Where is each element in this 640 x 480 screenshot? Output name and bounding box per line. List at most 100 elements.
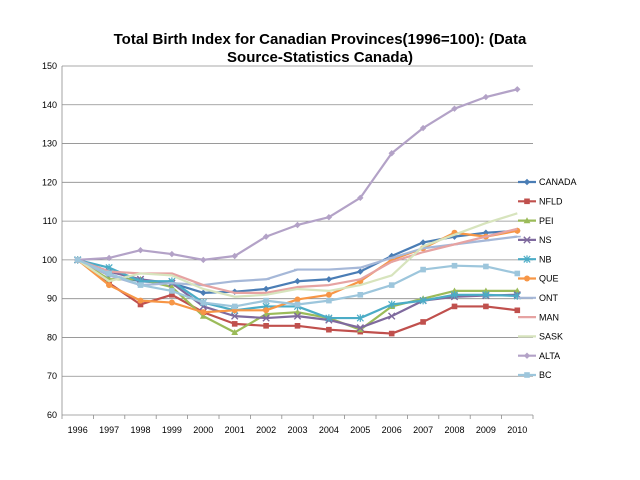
point-que-1998	[137, 297, 144, 304]
point-alta-2000	[200, 256, 207, 264]
point-ns-2005	[356, 324, 364, 332]
point-alta-2009	[482, 93, 490, 101]
point-pei-2001	[231, 329, 239, 336]
point-alta-1997	[105, 254, 113, 262]
legend-marker-alta	[523, 352, 531, 359]
legend-item-alta: ALTA	[518, 351, 560, 361]
x-tick-label: 2008	[444, 425, 464, 435]
point-que-2004	[325, 291, 332, 298]
point-nfld-2008	[451, 303, 458, 310]
point-bc-1997	[106, 270, 112, 277]
point-alta-2005	[357, 194, 364, 202]
point-que-1997	[106, 282, 113, 289]
legend-marker-nfld	[524, 198, 530, 205]
point-alta-2004	[325, 214, 333, 221]
point-nfld-2003	[294, 323, 301, 329]
point-bc-1996	[74, 257, 81, 263]
legend-label-alta: ALTA	[539, 351, 560, 361]
point-canada-2000	[200, 289, 207, 297]
series-bc	[74, 257, 521, 310]
legend-item-nb: NB	[518, 254, 552, 264]
point-canada-2007	[419, 239, 427, 246]
point-nfld-2004	[326, 326, 332, 333]
y-tick-label: 130	[42, 139, 57, 149]
point-nfld-1999	[169, 291, 175, 298]
point-pei-2010	[513, 287, 521, 294]
legend-marker-bc	[524, 372, 530, 378]
point-bc-2010	[514, 270, 521, 277]
legend-marker-ns	[523, 236, 531, 244]
point-que-2003	[294, 296, 301, 303]
point-bc-2000	[200, 299, 207, 306]
point-canada-2008	[451, 233, 458, 240]
point-nfld-2002	[263, 323, 269, 329]
point-alta-2006	[388, 150, 395, 157]
legend-item-canada: CANADA	[518, 177, 577, 187]
y-tick-label: 80	[47, 332, 57, 342]
point-pei-2002	[262, 310, 270, 317]
point-que-2002	[263, 307, 270, 314]
legend-item-ont: ONT	[518, 293, 559, 303]
point-pei-2008	[451, 287, 458, 294]
point-pei-2000	[199, 312, 207, 319]
legend-item-ns: NS	[518, 235, 552, 245]
x-tick-label: 2004	[319, 425, 339, 435]
y-tick-label: 90	[47, 294, 57, 304]
point-pei-2005	[356, 326, 364, 333]
point-bc-2001	[231, 303, 238, 310]
point-bc-2004	[326, 297, 332, 304]
point-nb-2008	[450, 290, 459, 299]
point-bc-2006	[388, 282, 395, 288]
legend-label-man: MAN	[539, 312, 559, 322]
point-bc-2003	[294, 301, 301, 308]
point-canada-2003	[294, 278, 301, 285]
x-tick-label: 1996	[68, 425, 88, 435]
legend-label-nb: NB	[539, 254, 552, 264]
point-bc-2005	[357, 291, 364, 298]
point-ns-2002	[262, 314, 270, 322]
x-tick-label: 2001	[225, 425, 245, 435]
x-tick-label: 2006	[382, 425, 402, 435]
point-canada-2004	[325, 276, 333, 283]
point-bc-2002	[263, 297, 269, 304]
y-tick-label: 120	[42, 177, 57, 187]
point-alta-2010	[514, 86, 521, 93]
series-sask	[77, 212, 518, 298]
x-tick-label: 2000	[193, 425, 213, 435]
legend-item-nfld: NFLD	[518, 197, 563, 207]
y-tick-label: 60	[47, 410, 57, 420]
legend-marker-que	[524, 275, 530, 282]
point-nfld-1998	[137, 301, 144, 308]
point-que-1999	[168, 299, 175, 306]
x-tick-label: 2002	[256, 425, 276, 435]
point-bc-2009	[483, 263, 489, 270]
point-pei-2009	[482, 287, 490, 294]
x-tick-label: 1999	[162, 425, 182, 435]
x-tick-label: 2005	[350, 425, 370, 435]
legend-item-bc: BC	[518, 370, 552, 380]
x-tick-label: 1997	[99, 425, 119, 435]
y-tick-label: 150	[42, 61, 57, 71]
point-nfld-2009	[483, 303, 489, 310]
point-nb-2006	[388, 300, 396, 309]
point-bc-1998	[137, 282, 144, 288]
legend-marker-canada	[523, 178, 531, 186]
legend-label-ont: ONT	[539, 293, 559, 303]
x-tick-label: 2010	[507, 425, 527, 435]
legend-label-canada: CANADA	[539, 177, 577, 187]
point-alta-2001	[231, 252, 238, 260]
point-bc-2007	[420, 266, 426, 273]
point-que-2000	[200, 309, 207, 316]
series-line-sask	[77, 212, 518, 298]
point-nfld-2007	[420, 319, 426, 325]
legend-label-bc: BC	[539, 370, 552, 380]
point-bc-2008	[451, 262, 458, 269]
legend-item-pei: PEI	[518, 216, 554, 226]
point-nb-2007	[419, 296, 427, 305]
point-alta-2002	[262, 233, 270, 240]
legend-item-que: QUE	[518, 274, 559, 284]
legend-label-que: QUE	[539, 274, 559, 284]
point-alta-1999	[168, 250, 176, 258]
